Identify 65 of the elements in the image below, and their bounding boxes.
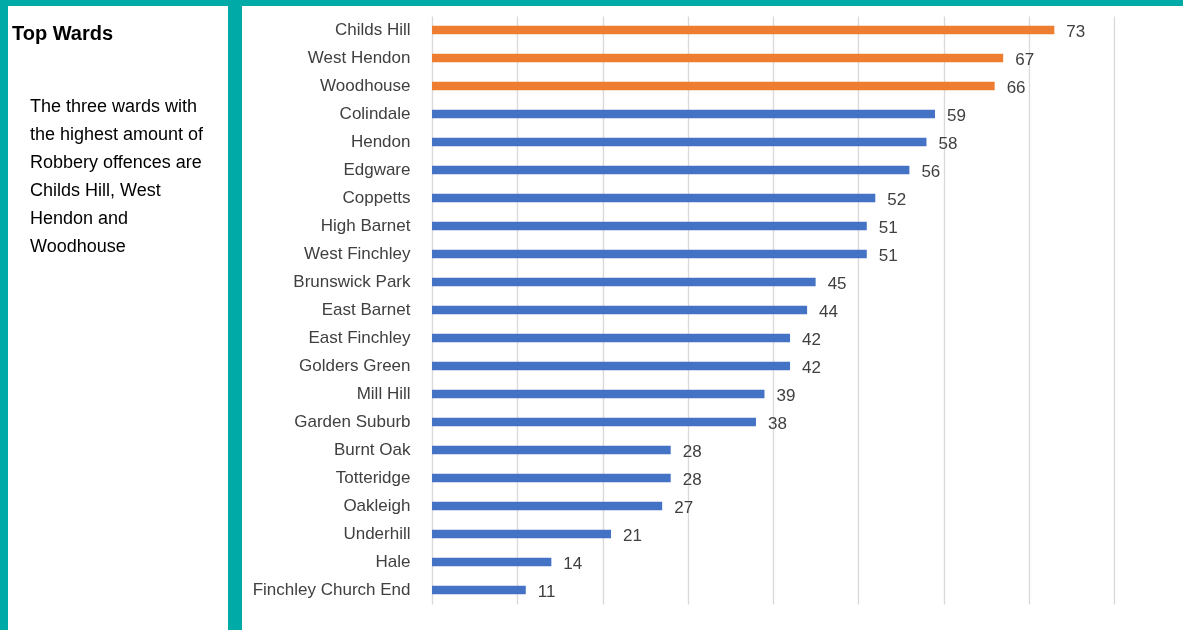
bar (432, 53, 1004, 63)
data-label: 59 (946, 106, 966, 125)
data-label: 45 (827, 274, 847, 293)
y-tick-label: Burnt Oak (333, 440, 411, 459)
y-tick-label: Totteridge (335, 468, 411, 487)
y-tick-label: Edgware (343, 160, 411, 179)
data-label: 11 (537, 582, 556, 601)
bar (432, 109, 935, 119)
data-label: 28 (682, 442, 702, 461)
y-tick-label: Colindale (339, 104, 411, 123)
y-tick-label: Oakleigh (343, 496, 411, 515)
bar (432, 165, 910, 175)
text: Top Wards (12, 22, 114, 45)
bar (432, 221, 867, 231)
data-label: 73 (1066, 22, 1086, 41)
bar (432, 445, 671, 455)
data-label: 42 (802, 330, 821, 349)
data-label: 51 (878, 218, 898, 237)
data-label: 52 (887, 190, 907, 209)
data-label: 21 (623, 526, 642, 545)
text: The three wards with the highest amount of Robbery offences are Childs Hill, West Hendon and Woodhouse (30, 95, 205, 258)
bar (432, 585, 526, 595)
bar (432, 501, 663, 511)
bar (432, 557, 552, 567)
y-tick-label: East Barnet (321, 300, 411, 319)
bar (432, 137, 927, 147)
bar (432, 389, 765, 399)
data-label: 42 (802, 358, 821, 377)
data-label: 38 (767, 414, 787, 433)
y-tick-label: High Barnet (320, 216, 411, 235)
data-label: 58 (938, 134, 958, 153)
y-tick-label: Underhill (343, 524, 411, 543)
data-label: 56 (921, 162, 941, 181)
bar (432, 417, 756, 427)
bar (432, 249, 867, 259)
bar (432, 25, 1055, 35)
bar (432, 193, 876, 203)
data-label: 28 (682, 470, 702, 489)
y-tick-label: East Finchley (308, 328, 411, 347)
data-label: 51 (878, 246, 898, 265)
bar (432, 529, 612, 539)
y-tick-label: Woodhouse (320, 76, 411, 95)
y-tick-label: Coppetts (342, 188, 411, 207)
y-tick-label: Golders Green (299, 356, 411, 375)
data-label: 14 (563, 554, 583, 573)
bar (432, 81, 995, 91)
y-tick-label: Brunswick Park (293, 272, 411, 291)
bar (432, 361, 791, 371)
bar (432, 277, 816, 287)
y-tick-label: Hale (375, 552, 411, 571)
data-label: 39 (776, 386, 796, 405)
y-tick-label: West Finchley (304, 244, 411, 263)
data-label: 67 (1015, 50, 1035, 69)
data-label: 44 (819, 302, 839, 321)
y-tick-label: Hendon (350, 132, 411, 151)
bar (432, 333, 791, 343)
y-tick-label: Finchley Church End (252, 580, 411, 599)
bar (432, 473, 671, 483)
y-tick-label: West Hendon (307, 48, 411, 67)
y-tick-label: Childs Hill (334, 20, 411, 39)
data-label: 66 (1006, 78, 1026, 97)
y-tick-label: Mill Hill (356, 384, 411, 403)
bar (432, 305, 808, 315)
data-label: 27 (674, 498, 694, 517)
y-tick-label: Garden Suburb (294, 412, 411, 431)
